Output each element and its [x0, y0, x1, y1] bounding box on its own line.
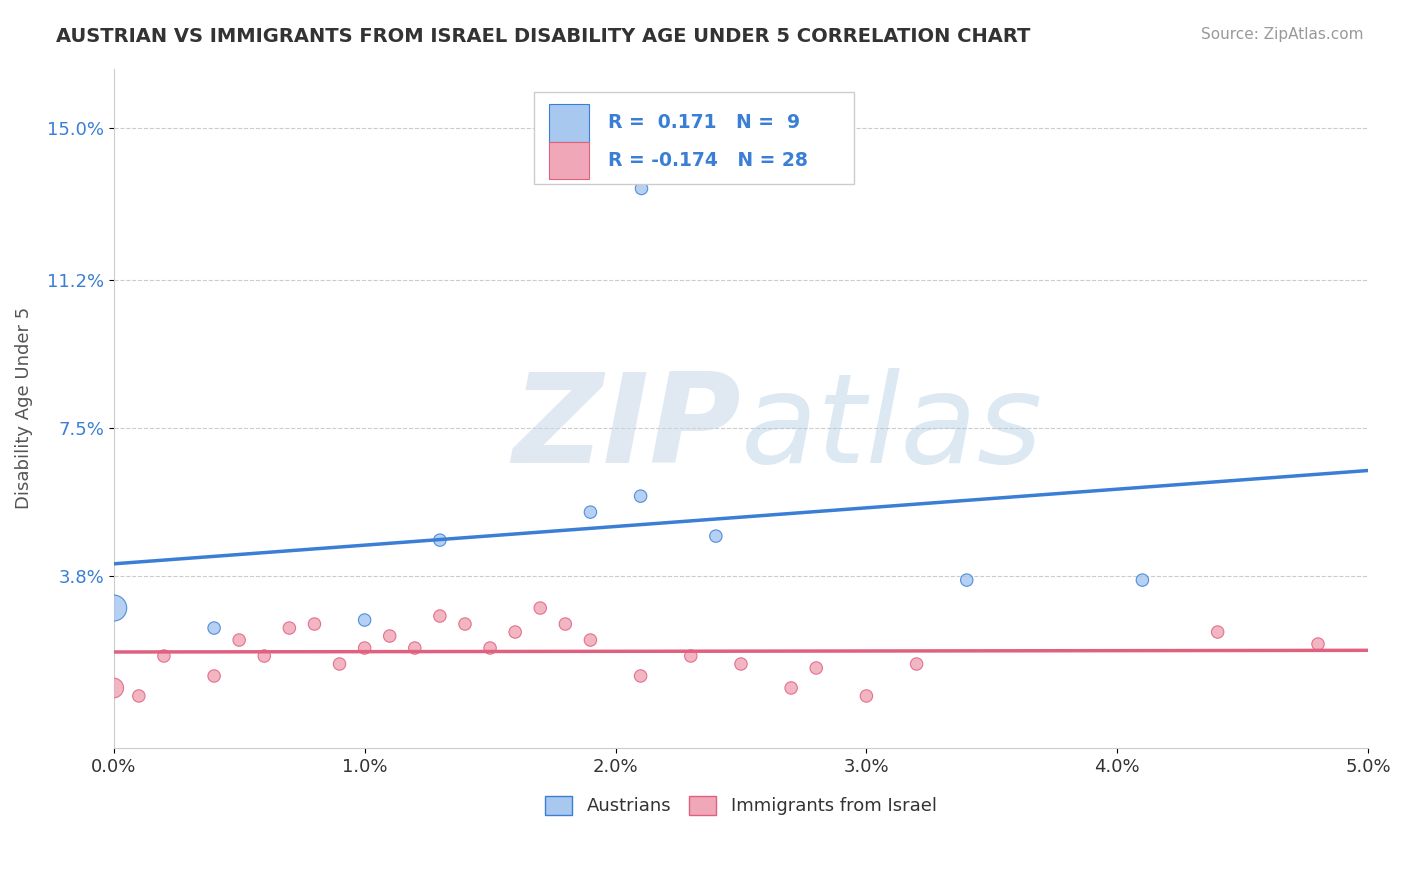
Point [679, 648, 702, 663]
Point [1132, 573, 1154, 587]
Y-axis label: Disability Age Under 5: Disability Age Under 5 [15, 307, 32, 509]
Text: atlas: atlas [741, 368, 1043, 489]
Point [128, 689, 150, 703]
Point [479, 640, 502, 655]
Point [353, 613, 375, 627]
Point [1206, 625, 1229, 640]
Point [429, 533, 451, 548]
Point [1306, 637, 1329, 651]
FancyBboxPatch shape [548, 104, 589, 142]
Point [454, 617, 477, 632]
Point [429, 609, 451, 624]
Point [103, 681, 125, 695]
Text: Source: ZipAtlas.com: Source: ZipAtlas.com [1201, 27, 1364, 42]
Point [579, 505, 602, 519]
Text: R = -0.174   N = 28: R = -0.174 N = 28 [607, 151, 808, 169]
FancyBboxPatch shape [534, 92, 853, 184]
Point [202, 669, 225, 683]
Point [253, 648, 276, 663]
Text: AUSTRIAN VS IMMIGRANTS FROM ISRAEL DISABILITY AGE UNDER 5 CORRELATION CHART: AUSTRIAN VS IMMIGRANTS FROM ISRAEL DISAB… [56, 27, 1031, 45]
Point [529, 601, 551, 615]
Point [153, 648, 176, 663]
Point [228, 633, 250, 648]
Text: R =  0.171   N =  9: R = 0.171 N = 9 [607, 113, 800, 132]
Point [328, 657, 350, 671]
Point [855, 689, 877, 703]
Point [630, 669, 652, 683]
Point [630, 489, 652, 503]
Point [554, 617, 576, 632]
Point [730, 657, 752, 671]
Point [503, 625, 526, 640]
Legend: Austrians, Immigrants from Israel: Austrians, Immigrants from Israel [538, 789, 943, 822]
Point [806, 661, 828, 675]
Point [579, 633, 602, 648]
Point [304, 617, 326, 632]
Point [278, 621, 301, 635]
Point [353, 640, 375, 655]
Point [630, 181, 652, 195]
Text: ZIP: ZIP [512, 368, 741, 489]
Point [956, 573, 979, 587]
FancyBboxPatch shape [548, 142, 589, 179]
Point [704, 529, 727, 543]
Point [404, 640, 426, 655]
Point [103, 601, 125, 615]
Point [378, 629, 401, 643]
Point [202, 621, 225, 635]
Point [905, 657, 928, 671]
Point [780, 681, 803, 695]
